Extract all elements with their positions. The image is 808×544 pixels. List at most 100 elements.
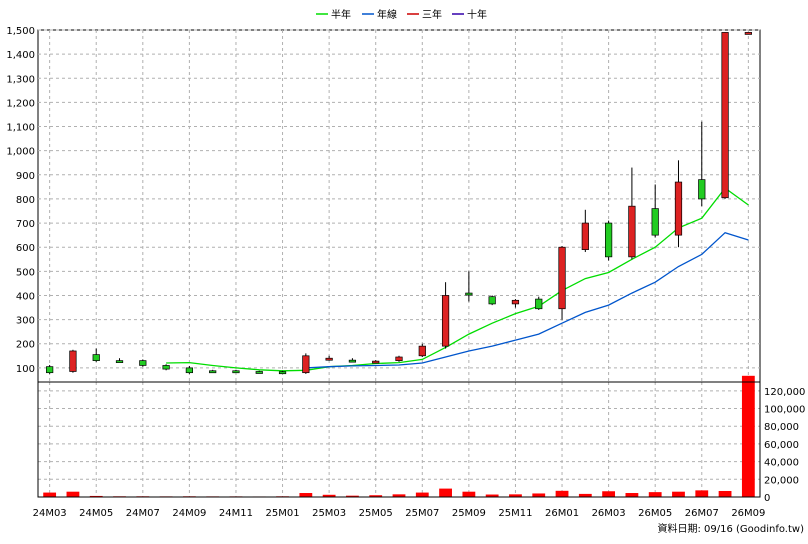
candle-body (651, 208, 659, 236)
x-tick-label: 26M09 (731, 508, 765, 519)
x-tick-label: 24M07 (126, 508, 160, 519)
price-tick-label: 300 (16, 316, 35, 327)
volume-bar (369, 495, 383, 497)
volume-tick-label: 60,000 (764, 440, 799, 451)
volume-bar (555, 490, 569, 497)
candle (325, 355, 333, 361)
footer-data-date: 資料日期: 09/16 (Goodinfo.tw) (657, 522, 804, 535)
candle-body (185, 367, 193, 374)
price-tick-label: 1,500 (6, 26, 35, 37)
volume-bar (672, 491, 685, 497)
candle-body (441, 295, 450, 347)
x-tick-label: 26M03 (592, 508, 626, 519)
volume-bar (415, 492, 429, 497)
candle (115, 358, 124, 363)
x-tick-label: 24M03 (33, 508, 67, 519)
legend-item-half-year: 半年 (316, 8, 351, 21)
candle (92, 348, 100, 362)
volume-bar (509, 494, 522, 497)
x-tick-label: 26M01 (545, 508, 579, 519)
candle (46, 364, 54, 374)
candle (558, 245, 566, 320)
candle (698, 121, 706, 207)
candle (465, 271, 473, 302)
volume-bar (741, 375, 755, 497)
legend-item-year: 年線 (362, 8, 397, 21)
volume-bar (346, 495, 359, 497)
volume-tick-label: 100,000 (764, 405, 805, 416)
candle (744, 32, 752, 35)
candle (418, 343, 426, 358)
volume-frame (37, 381, 761, 498)
x-tick-label: 24M11 (219, 508, 253, 519)
x-tick-label: 24M09 (172, 508, 206, 519)
candle (372, 360, 380, 364)
x-tick-label: 25M01 (266, 508, 300, 519)
volume-bar (578, 493, 592, 497)
candle-body (674, 181, 683, 236)
candle-body (278, 371, 287, 375)
candle-body (535, 298, 543, 310)
volume-bar (718, 490, 732, 497)
candle-body (46, 366, 54, 374)
candle-body (628, 205, 636, 258)
volume-bar (89, 495, 103, 497)
price-tick-label: 1,400 (6, 50, 35, 61)
candle-body (488, 296, 496, 305)
volume-bar (625, 493, 639, 497)
ma-line-1 (305, 231, 749, 369)
price-tick-label: 600 (16, 243, 35, 254)
candle (581, 209, 589, 253)
candle (605, 220, 613, 261)
volume-bar (485, 494, 499, 497)
legend-label-year: 年線 (377, 8, 397, 21)
candle (674, 160, 683, 248)
volume-tick-label: 40,000 (764, 458, 799, 469)
price-tick-label: 800 (16, 195, 35, 206)
legend-item-ten-year: 十年 (452, 8, 487, 21)
price-tick-label: 700 (16, 219, 35, 230)
legend-label-ten-year: 十年 (467, 8, 487, 21)
candle-body (465, 292, 473, 296)
candle-body (255, 371, 263, 374)
volume-tick-label: 0 (764, 493, 770, 504)
ma-line-0 (166, 187, 749, 372)
candle-body (721, 32, 729, 199)
candle-body (69, 350, 77, 372)
candle-body (698, 179, 706, 200)
candle-body (115, 360, 124, 363)
candle-body (605, 222, 613, 258)
candle (651, 184, 659, 238)
x-tick-label: 26M05 (638, 508, 672, 519)
legend-label-half-year: 半年 (331, 8, 351, 21)
candle (535, 296, 543, 310)
volume-bar (439, 488, 452, 497)
volume-bar (299, 493, 313, 497)
candle-body (744, 32, 752, 35)
candle-body (232, 370, 240, 374)
volume-bar (532, 493, 546, 497)
price-tick-label: 500 (16, 267, 35, 278)
candle-body (139, 360, 147, 366)
volume-panel: 120,000 100,000 80,000 60,000 40,000 20,000 0 (37, 375, 805, 504)
candle (441, 282, 450, 349)
x-tick-label: 24M05 (79, 508, 113, 519)
candle-body (209, 370, 217, 374)
volume-background (38, 382, 760, 497)
candle (348, 358, 357, 363)
volume-bar (43, 492, 57, 497)
x-tick-label: 25M11 (498, 508, 532, 519)
candle-body (372, 360, 380, 364)
price-tick-label: 1,100 (6, 123, 35, 134)
candle-body (302, 355, 310, 374)
candle (162, 364, 170, 371)
candle (139, 359, 147, 367)
candle (209, 369, 217, 374)
candle-body (558, 246, 566, 310)
price-tick-label: 900 (16, 171, 35, 182)
price-tick-label: 200 (16, 340, 35, 351)
volume-bar (648, 492, 662, 497)
candle (488, 295, 496, 306)
candle (232, 369, 240, 374)
